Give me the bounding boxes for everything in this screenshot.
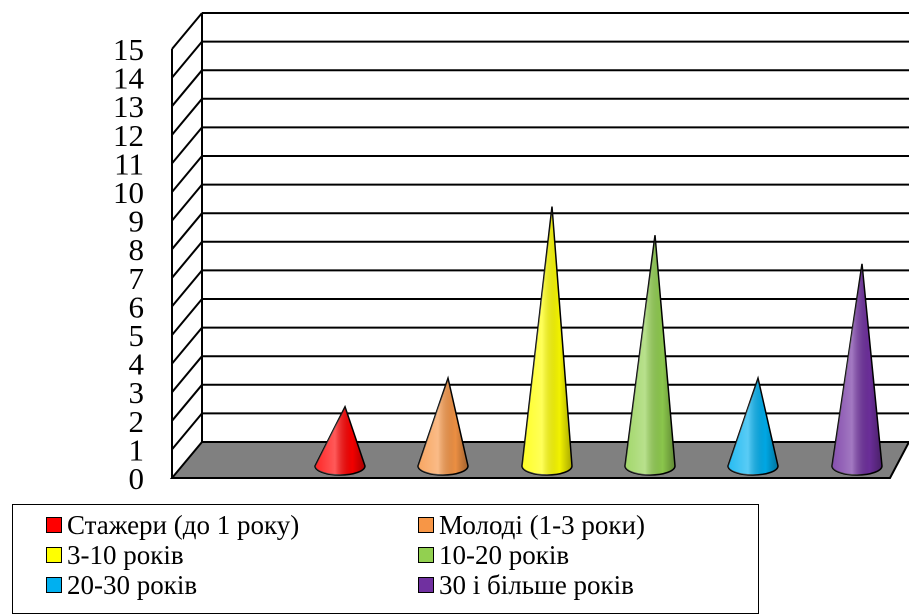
- cone-shade-3: [625, 235, 675, 475]
- legend-label-0: Стажери (до 1 року): [67, 510, 300, 540]
- gridline-side: [171, 126, 203, 165]
- cone-shade-1: [418, 378, 468, 475]
- y-tick-label: 3: [129, 375, 145, 410]
- y-tick-label: 0: [129, 461, 145, 496]
- cone-shade-5: [832, 263, 882, 475]
- y-tick-label: 10: [113, 175, 144, 210]
- gridline-side: [171, 40, 203, 79]
- legend-swatch-0: [46, 517, 62, 533]
- gridline-side: [171, 298, 203, 336]
- y-tick-label: 14: [113, 61, 145, 96]
- legend-swatch-3: [418, 547, 434, 563]
- legend-label-1: Молоді (1-3 роки): [439, 510, 645, 540]
- y-tick-label: 11: [114, 146, 144, 181]
- y-tick-label: 12: [113, 118, 144, 153]
- legend-label-5: 30 і більше років: [439, 570, 634, 600]
- y-tick-label: 15: [113, 32, 144, 67]
- legend-item-2: 3-10 років: [46, 540, 184, 570]
- gridline-side: [171, 384, 203, 422]
- legend-item-5: 30 і більше років: [418, 570, 634, 600]
- gridline-side: [171, 355, 203, 393]
- legend-swatch-4: [46, 577, 62, 593]
- legend-swatch-5: [418, 577, 434, 593]
- gridline-side: [171, 183, 203, 222]
- legend-item-3: 10-20 років: [418, 540, 569, 570]
- legend-label-2: 3-10 років: [67, 540, 184, 570]
- legend-swatch-2: [46, 547, 62, 563]
- y-tick-label: 1: [129, 432, 145, 467]
- legend-label-4: 20-30 років: [67, 570, 198, 600]
- gridline-side: [171, 412, 203, 451]
- gridline-side: [171, 326, 203, 365]
- y-tick-label: 7: [129, 261, 145, 296]
- legend-item-4: 20-30 років: [46, 570, 197, 600]
- y-tick-label: 4: [129, 347, 145, 382]
- y-tick-label: 6: [129, 289, 145, 324]
- y-tick-label: 8: [129, 232, 145, 267]
- legend-item-1: Молоді (1-3 роки): [418, 510, 645, 540]
- y-tick-label: 13: [113, 89, 144, 124]
- gridline-side: [171, 98, 203, 136]
- legend-swatch-1: [418, 517, 434, 533]
- cone-shade-0: [315, 406, 365, 475]
- y-tick-label: 2: [129, 404, 145, 439]
- gridline-side: [171, 12, 203, 50]
- legend-label-3: 10-20 років: [439, 540, 570, 570]
- gridline-side: [171, 155, 203, 193]
- legend: Стажери (до 1 року) Молоді (1-3 роки) 3-…: [12, 504, 759, 614]
- gridline-side: [171, 241, 203, 279]
- gridline-side: [171, 69, 203, 107]
- y-tick-label: 9: [129, 204, 145, 239]
- gridline-side: [171, 269, 203, 308]
- gridline-side: [171, 212, 203, 250]
- cone-shade-4: [728, 378, 778, 475]
- cone-shade-2: [522, 206, 572, 475]
- chart-cones: [314, 206, 883, 476]
- y-tick-label: 5: [129, 318, 145, 353]
- legend-item-0: Стажери (до 1 року): [46, 510, 299, 540]
